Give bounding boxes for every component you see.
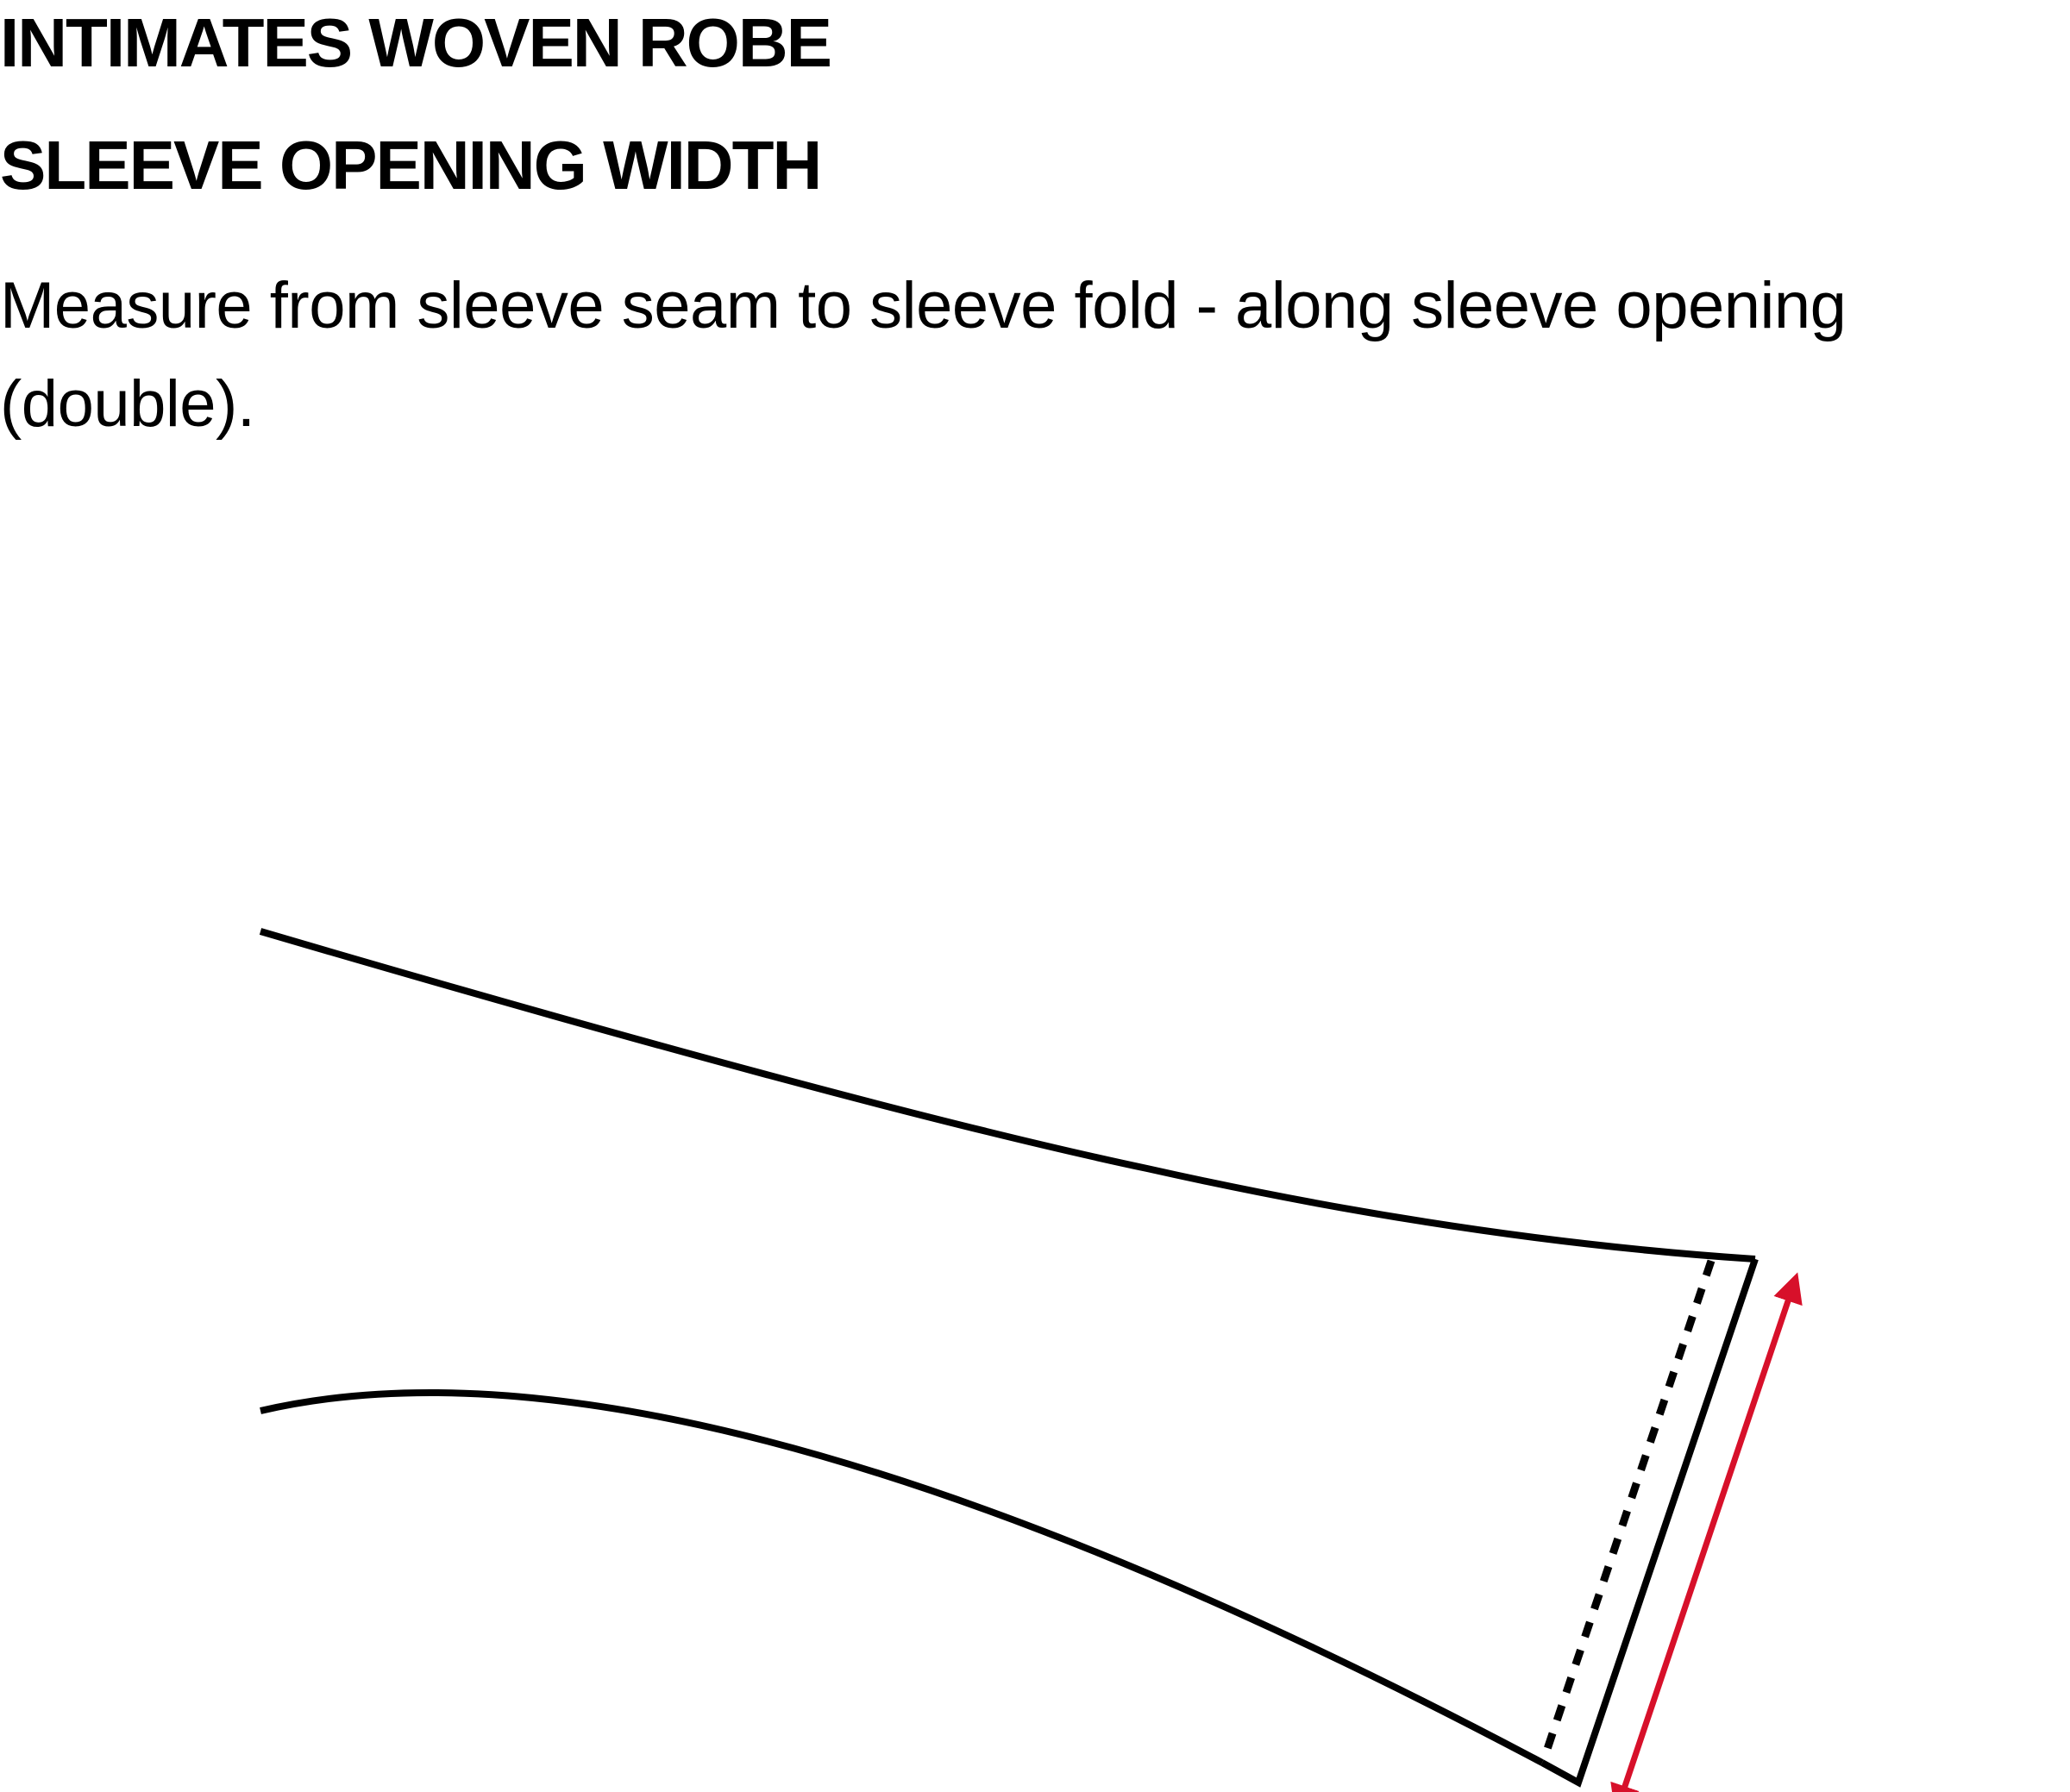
measurement-name: SLEEVE OPENING WIDTH (0, 127, 822, 204)
sleeve-opening-edge (1540, 1257, 1759, 1788)
sleeve-bottom-edge (260, 1389, 1544, 1766)
measurement-instructions: Measure from sleeve seam to sleeve fold … (0, 269, 1847, 441)
sleeve-opening-stitch-line (1540, 1259, 1716, 1761)
sleeve-top-edge (259, 928, 1756, 1263)
measurement-arrow (1610, 1272, 1803, 1792)
page-title: INTIMATES WOVEN ROBE (0, 4, 832, 81)
